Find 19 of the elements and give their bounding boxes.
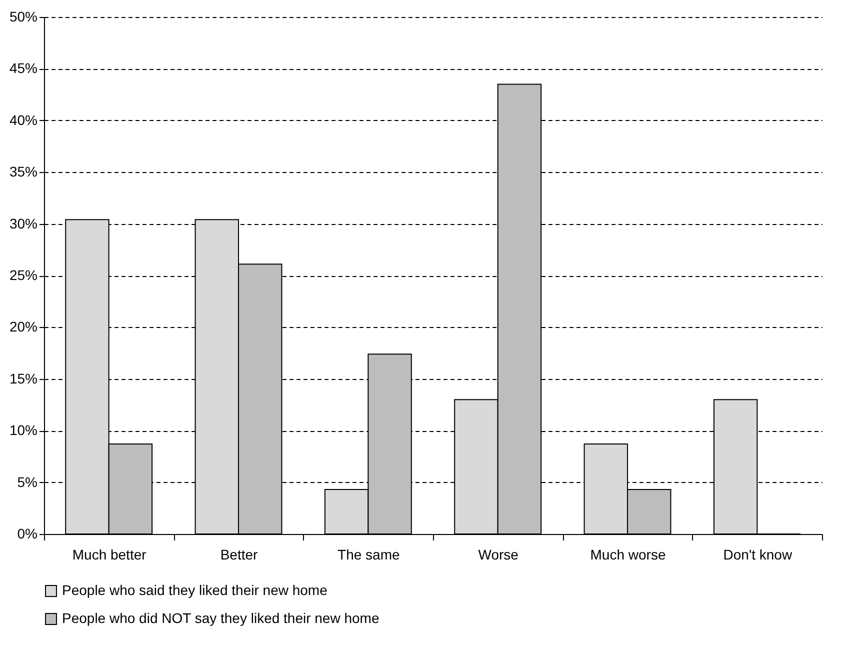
y-tick-label: 20% bbox=[9, 318, 38, 335]
y-tick-label: 15% bbox=[9, 370, 38, 386]
y-tick-label: 25% bbox=[9, 267, 38, 283]
x-tick-label: Much worse bbox=[590, 546, 666, 562]
y-tick-label: 0% bbox=[17, 526, 38, 542]
legend-label: People who said they liked their new home bbox=[62, 582, 328, 598]
y-tick-label: 30% bbox=[9, 215, 38, 232]
y-tick-label: 10% bbox=[9, 422, 38, 438]
x-tick-label: Don't know bbox=[723, 546, 793, 562]
y-tick-label: 40% bbox=[9, 112, 38, 128]
x-tick-label: Better bbox=[220, 546, 258, 562]
y-tick-label: 50% bbox=[9, 8, 38, 24]
y-tick-label: 45% bbox=[9, 60, 38, 76]
x-tick-label: Much better bbox=[72, 546, 147, 562]
legend-label: People who did NOT say they liked their new home bbox=[62, 610, 380, 626]
x-tick-label: The same bbox=[338, 546, 400, 562]
y-tick-label: 5% bbox=[17, 474, 38, 490]
y-tick-label: 35% bbox=[9, 164, 38, 180]
x-tick-label: Worse bbox=[478, 546, 519, 562]
